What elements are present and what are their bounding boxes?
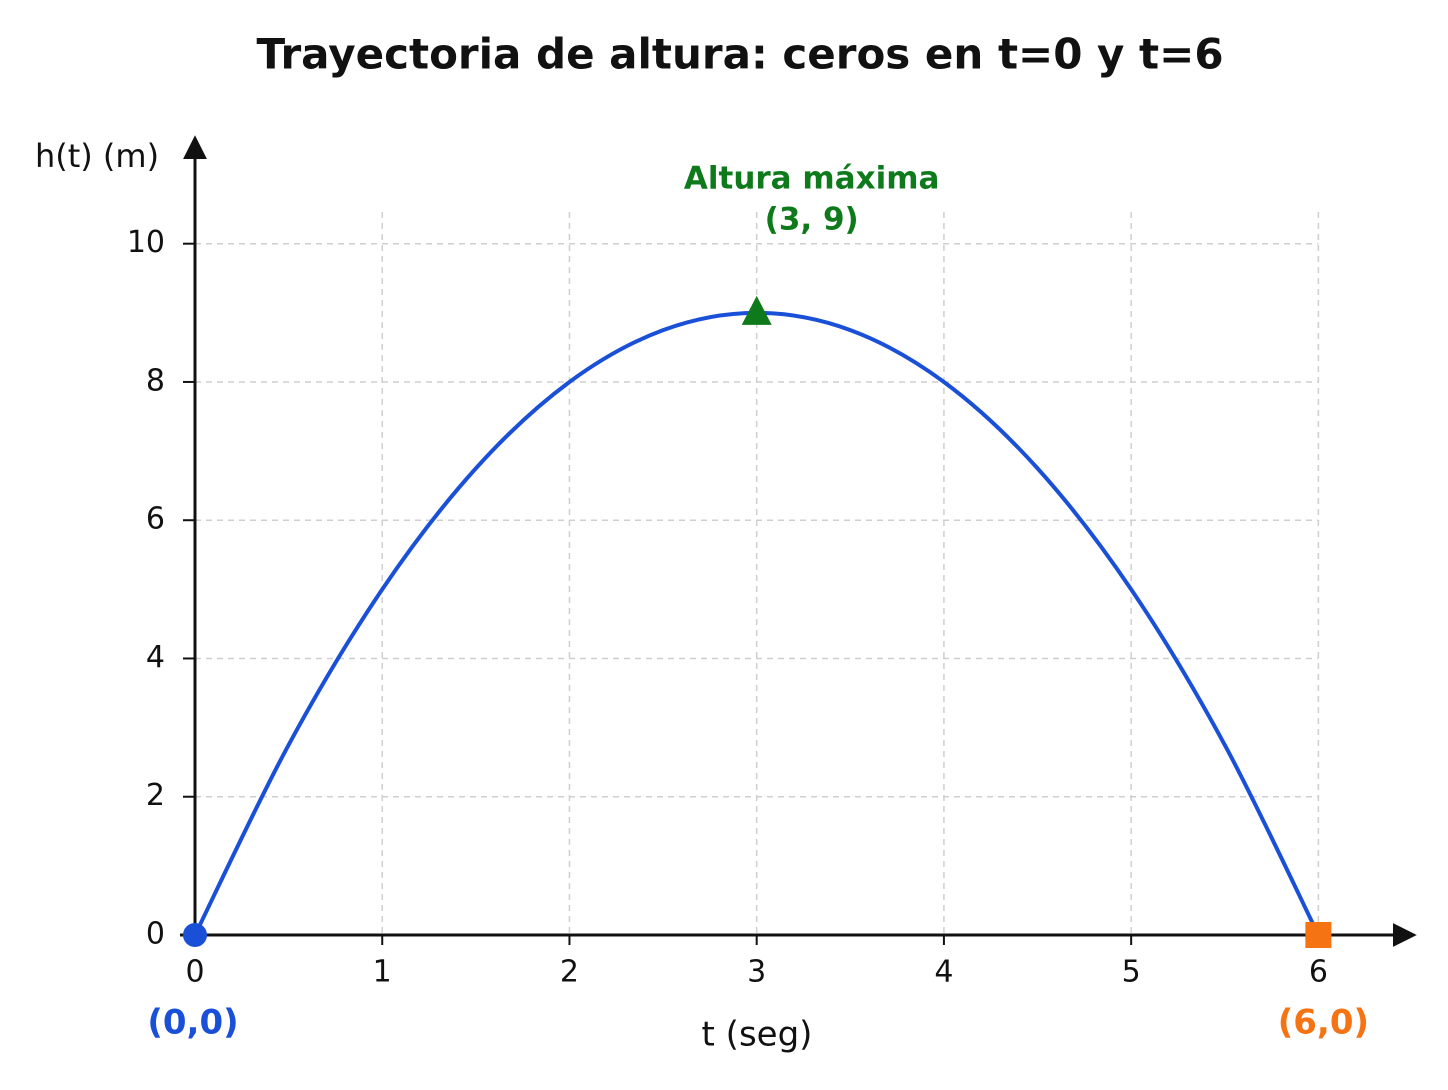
y-tick-label: 0 <box>146 917 165 952</box>
point-marker <box>1305 922 1332 948</box>
x-tick-label: 0 <box>185 955 204 990</box>
point-label: (0,0) <box>147 1003 238 1043</box>
point-label: (6,0) <box>1278 1003 1369 1043</box>
y-tick-label: 10 <box>127 225 165 260</box>
point-marker <box>183 923 207 947</box>
x-tick-label: 3 <box>747 955 766 990</box>
x-tick-label: 1 <box>373 955 392 990</box>
y-axis-label: h(t) (m) <box>35 137 159 175</box>
y-tick-label: 4 <box>146 640 165 675</box>
chart-title: Trayectoria de altura: ceros en t=0 y t=… <box>256 30 1223 79</box>
point-marker <box>741 295 772 325</box>
x-tick-label: 5 <box>1122 955 1141 990</box>
x-tick-label: 4 <box>934 955 953 990</box>
annotation: Altura máxima <box>684 161 940 197</box>
y-tick-label: 8 <box>146 363 165 398</box>
x-tick-label: 2 <box>560 955 579 990</box>
x-tick-label: 6 <box>1309 955 1328 990</box>
y-tick-label: 6 <box>146 502 165 537</box>
x-axis-label: t (seg) <box>702 1015 813 1055</box>
y-tick-label: 2 <box>146 778 165 813</box>
point-label: (3, 9) <box>765 202 859 238</box>
